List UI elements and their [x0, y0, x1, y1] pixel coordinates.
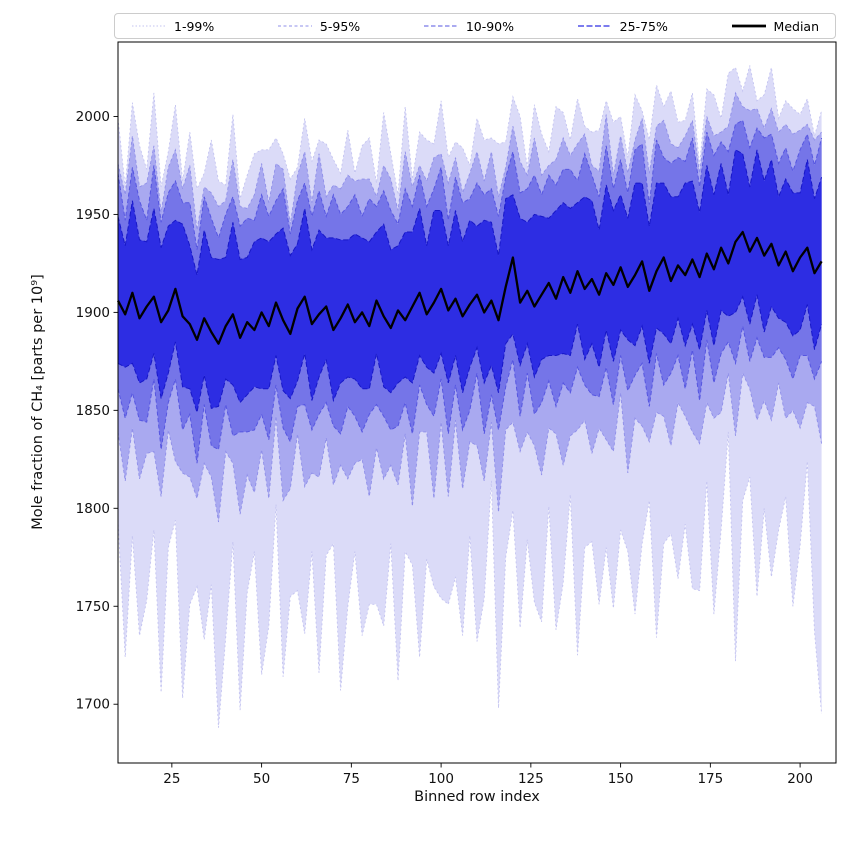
y-tick-label: 1900: [76, 305, 110, 321]
y-axis-ticks: 1700 1750 1800 1850 1900 1950 2000: [76, 109, 118, 713]
x-axis-ticks: 25 50 75 100 125 150 175 200: [163, 763, 813, 787]
band-25-75-lower-edge: [117, 294, 823, 413]
y-tick-label: 1800: [76, 501, 110, 517]
legend-item: 5-95%: [277, 19, 360, 34]
band-5-95-upper-edge: [117, 91, 822, 231]
band-10-90-upper-edge: [117, 119, 823, 250]
legend-item-label: 25-75%: [619, 18, 668, 34]
legend-item-label: 10-90%: [465, 18, 515, 34]
percentile-25-75-line-sample-icon: [577, 25, 612, 27]
legend-item: 1-99%: [131, 19, 214, 34]
x-tick-label: 75: [343, 771, 360, 787]
legend-item-label: 1-99%: [174, 18, 215, 34]
median-line-sample-icon: [731, 24, 766, 28]
legend-item: Median: [731, 19, 819, 34]
percentile-1-99-line-sample-icon: [132, 25, 166, 27]
percentile-bands: [117, 65, 823, 728]
median-line: [116, 230, 823, 345]
x-tick-label: 25: [163, 771, 180, 787]
y-tick-label: 1950: [76, 207, 110, 223]
legend-item-label: 5-95%: [319, 18, 361, 34]
band-1-99-upper-edge: [117, 65, 823, 199]
x-tick-label: 150: [608, 771, 634, 787]
percentile-5-95-line-sample-icon: [277, 25, 312, 27]
band-25-75-upper-edge: [117, 149, 823, 276]
y-tick-label: 1750: [76, 599, 110, 615]
band-25-75-fill: [118, 149, 822, 413]
x-tick-label: 200: [787, 771, 813, 787]
legend: 1-99% 5-95% 10-90% 25-75% Median: [114, 13, 836, 39]
legend-item: 10-90%: [423, 19, 514, 34]
band-1-99-lower-edge: [117, 431, 823, 728]
x-tick-label: 100: [428, 771, 454, 787]
band-25-75: [117, 149, 823, 413]
percentile-10-90-line-sample-icon: [423, 25, 458, 27]
y-tick-label: 1850: [76, 403, 110, 419]
legend-item-label: Median: [773, 18, 819, 34]
legend-item: 25-75%: [577, 19, 668, 34]
y-tick-label: 1700: [76, 697, 110, 713]
x-tick-label: 125: [518, 771, 544, 787]
band-10-90-lower-edge: [117, 326, 823, 464]
x-axis-label: Binned row index: [414, 789, 540, 805]
band-5-95-lower-edge: [117, 371, 823, 523]
y-axis-label: Mole fraction of CH₄ [parts per 10⁹]: [30, 274, 46, 529]
y-tick-label: 2000: [76, 109, 110, 125]
x-tick-label: 50: [253, 771, 270, 787]
x-tick-label: 175: [697, 771, 723, 787]
plot-frame: [117, 41, 837, 764]
